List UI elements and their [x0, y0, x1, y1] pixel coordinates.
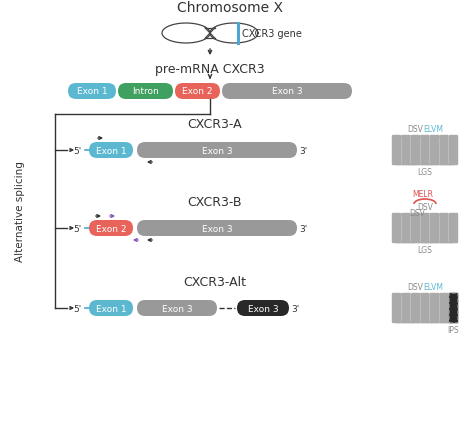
FancyBboxPatch shape [439, 213, 448, 244]
FancyBboxPatch shape [237, 300, 289, 316]
FancyBboxPatch shape [118, 84, 173, 100]
Text: 5': 5' [74, 304, 82, 313]
FancyBboxPatch shape [401, 293, 410, 323]
FancyBboxPatch shape [392, 293, 401, 323]
Text: DSV: DSV [409, 208, 425, 218]
FancyBboxPatch shape [439, 136, 448, 166]
Text: IPS: IPS [447, 325, 459, 334]
Text: ELVM: ELVM [423, 125, 443, 134]
Text: Exon 3: Exon 3 [248, 304, 278, 313]
Text: DSV: DSV [407, 283, 423, 291]
Text: CXCR3-Alt: CXCR3-Alt [183, 276, 246, 288]
FancyBboxPatch shape [89, 220, 133, 237]
Text: ELVM: ELVM [423, 283, 443, 291]
FancyBboxPatch shape [392, 213, 401, 244]
Text: 3': 3' [299, 224, 307, 233]
FancyBboxPatch shape [420, 293, 429, 323]
FancyBboxPatch shape [392, 136, 401, 166]
Text: Intron: Intron [132, 87, 159, 96]
Text: Exon 1: Exon 1 [96, 146, 126, 155]
Text: Exon 3: Exon 3 [202, 146, 232, 155]
FancyBboxPatch shape [411, 293, 420, 323]
FancyBboxPatch shape [401, 136, 410, 166]
FancyBboxPatch shape [449, 136, 458, 166]
Text: LGS: LGS [418, 168, 432, 177]
FancyBboxPatch shape [439, 293, 448, 323]
FancyBboxPatch shape [137, 220, 297, 237]
FancyBboxPatch shape [175, 84, 220, 100]
Text: DSV: DSV [417, 202, 433, 212]
Text: CXCR3-B: CXCR3-B [188, 195, 242, 208]
FancyBboxPatch shape [430, 136, 439, 166]
Text: CXCR3 gene: CXCR3 gene [242, 29, 302, 39]
FancyBboxPatch shape [411, 136, 420, 166]
Text: pre-mRNA CXCR3: pre-mRNA CXCR3 [155, 63, 265, 76]
Polygon shape [205, 24, 215, 44]
Text: 5': 5' [74, 224, 82, 233]
Text: Exon 1: Exon 1 [96, 304, 126, 313]
FancyBboxPatch shape [420, 136, 429, 166]
Polygon shape [162, 24, 210, 44]
FancyBboxPatch shape [401, 213, 410, 244]
Text: Exon 1: Exon 1 [77, 87, 107, 96]
FancyBboxPatch shape [222, 84, 352, 100]
Text: Exon 3: Exon 3 [202, 224, 232, 233]
FancyBboxPatch shape [430, 213, 439, 244]
Text: Exon 3: Exon 3 [272, 87, 302, 96]
FancyBboxPatch shape [430, 293, 439, 323]
Text: Chromosome X: Chromosome X [177, 1, 283, 15]
FancyBboxPatch shape [449, 213, 458, 244]
Text: Exon 2: Exon 2 [96, 224, 126, 233]
Text: CXCR3-A: CXCR3-A [188, 118, 242, 131]
Polygon shape [210, 24, 258, 44]
Text: DSV: DSV [407, 125, 423, 134]
FancyBboxPatch shape [137, 300, 217, 316]
FancyBboxPatch shape [89, 300, 133, 316]
Text: Alternative splicing: Alternative splicing [15, 161, 25, 262]
Text: 5': 5' [74, 146, 82, 155]
Text: Exon 2: Exon 2 [182, 87, 213, 96]
FancyBboxPatch shape [137, 143, 297, 159]
FancyBboxPatch shape [89, 143, 133, 159]
FancyBboxPatch shape [420, 213, 429, 244]
FancyBboxPatch shape [68, 84, 116, 100]
Text: LGS: LGS [418, 245, 432, 254]
Text: MELR: MELR [412, 190, 434, 198]
FancyBboxPatch shape [411, 213, 420, 244]
FancyBboxPatch shape [449, 293, 458, 323]
Text: 3': 3' [291, 304, 299, 313]
Text: 3': 3' [299, 146, 307, 155]
Text: Exon 3: Exon 3 [162, 304, 192, 313]
